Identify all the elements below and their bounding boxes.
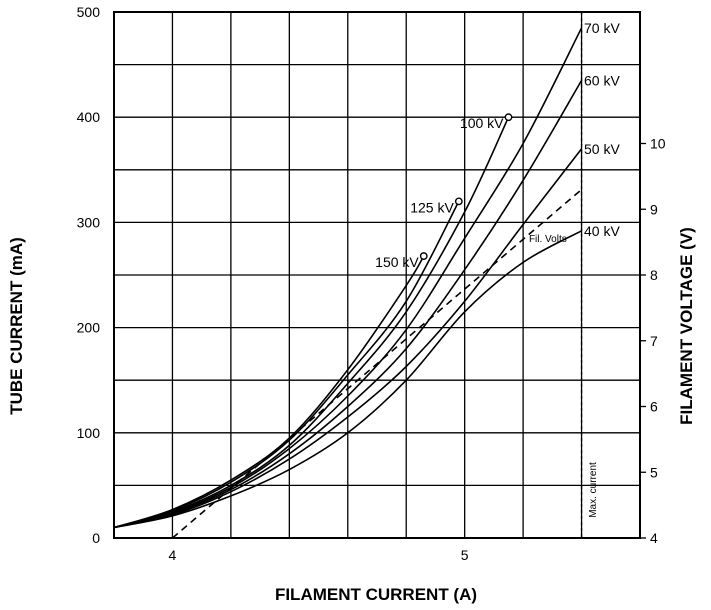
series-label-40-kv: 40 kV bbox=[584, 223, 620, 239]
y-tick-label: 300 bbox=[77, 214, 101, 230]
series-line-40-kv bbox=[113, 230, 582, 529]
y-tick-label: 200 bbox=[77, 320, 101, 336]
x-axis-title: FILAMENT CURRENT (A) bbox=[275, 585, 477, 604]
series-label-100-kv: 100 kV bbox=[460, 115, 504, 131]
filament-voltage-label: Fil. Volts bbox=[529, 234, 567, 245]
y2-tick-label: 6 bbox=[650, 399, 658, 415]
y2-tick-label: 7 bbox=[650, 333, 658, 349]
series-label-50-kv: 50 kV bbox=[584, 141, 620, 157]
series-label-70-kv: 70 kV bbox=[584, 20, 620, 36]
series-line-60-kv bbox=[113, 79, 583, 529]
series-label-60-kv: 60 kV bbox=[584, 72, 620, 88]
filament-voltage-line bbox=[171, 188, 583, 539]
series-line-100-kv bbox=[113, 116, 510, 529]
series-endpoint-150-kv bbox=[419, 252, 428, 260]
y-tick-label: 500 bbox=[77, 4, 101, 20]
series-line-125-kv bbox=[113, 201, 460, 529]
y2-tick-label: 8 bbox=[650, 267, 658, 283]
y2-tick-label: 5 bbox=[650, 464, 658, 480]
y-axis-title: TUBE CURRENT (mA) bbox=[7, 237, 26, 415]
y2-tick-label: 9 bbox=[650, 201, 658, 217]
y2-tick-label: 4 bbox=[650, 530, 658, 546]
series-label-125-kv: 125 kV bbox=[410, 199, 454, 215]
y-tick-label: 400 bbox=[77, 109, 101, 125]
max-current-label: Max. current bbox=[588, 462, 599, 518]
x-tick-label: 4 bbox=[169, 547, 177, 563]
series-line-70-kv bbox=[113, 27, 583, 529]
plot-frame bbox=[113, 11, 641, 539]
series-label-150-kv: 150 kV bbox=[375, 254, 419, 270]
y-tick-label: 100 bbox=[77, 425, 101, 441]
y2-tick-label: 10 bbox=[650, 136, 666, 152]
series-line-50-kv bbox=[113, 148, 583, 529]
y2-axis-title: FILAMENT VOLTAGE (V) bbox=[677, 227, 696, 425]
series-endpoint-125-kv bbox=[454, 197, 463, 206]
y-tick-label: 0 bbox=[92, 530, 100, 546]
series-curves: 150 kV 125 kV 100 kV 70 kV 60 kV 50 kV 40 kV Fi… bbox=[113, 20, 620, 539]
x-tick-label: 5 bbox=[461, 547, 469, 563]
tick-labels: 0 100 200 300 400 500 4 5 4 5 6 7 8 9 10 bbox=[77, 4, 666, 563]
series-endpoint-100-kv bbox=[504, 113, 513, 122]
grid bbox=[114, 12, 640, 538]
